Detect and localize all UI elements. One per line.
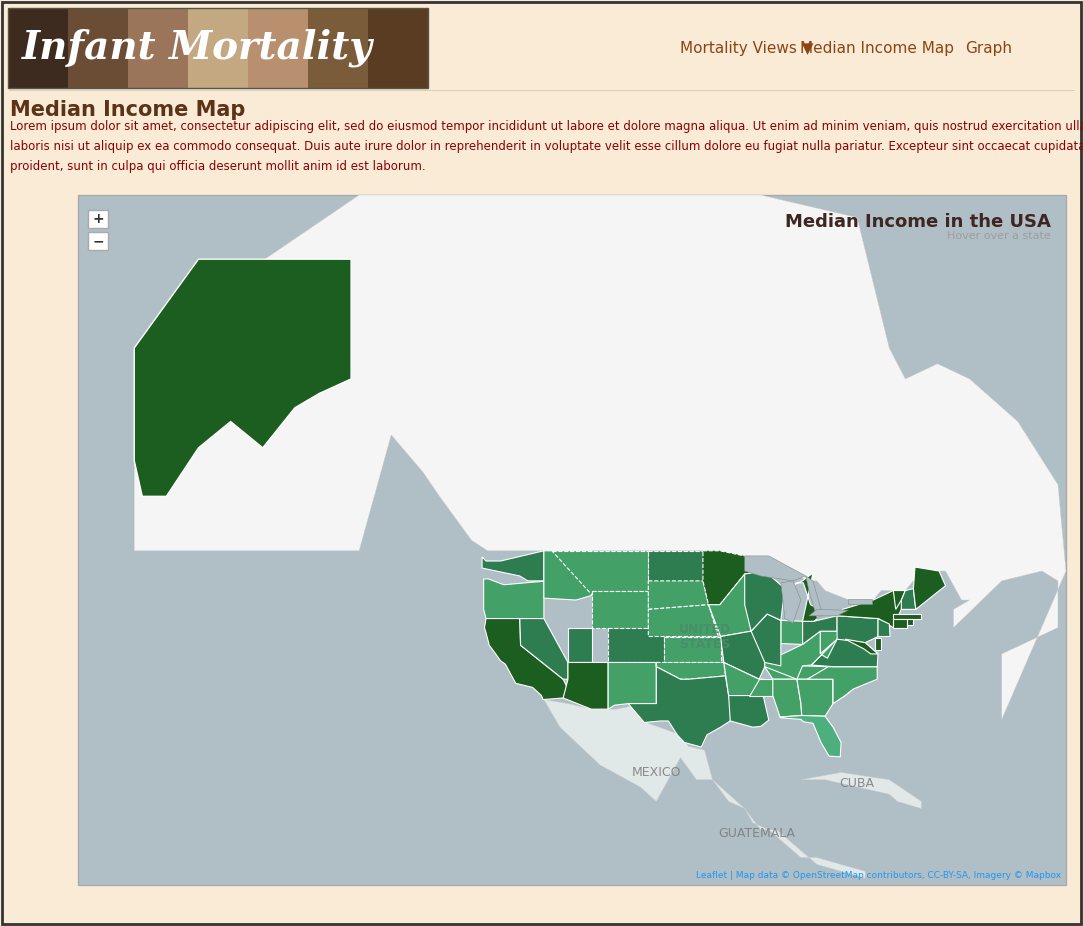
Polygon shape [664, 636, 720, 662]
Bar [8, 8, 68, 88]
Polygon shape [875, 638, 882, 650]
Polygon shape [745, 556, 806, 581]
Polygon shape [656, 662, 726, 679]
Text: Graph: Graph [965, 41, 1012, 56]
Polygon shape [893, 619, 906, 628]
Polygon shape [134, 259, 351, 496]
Polygon shape [833, 679, 853, 704]
Text: GUATEMALA: GUATEMALA [718, 827, 795, 840]
Polygon shape [729, 695, 769, 727]
Polygon shape [848, 599, 872, 604]
Bar [78, 195, 1066, 885]
Polygon shape [811, 639, 878, 667]
Polygon shape [520, 619, 567, 679]
Polygon shape [482, 551, 544, 581]
Bar [308, 8, 368, 88]
Bar [88, 232, 108, 250]
Polygon shape [803, 616, 837, 644]
Bar [188, 8, 248, 88]
Polygon shape [765, 662, 833, 679]
Text: Median Income Map: Median Income Map [10, 100, 246, 120]
Polygon shape [609, 628, 664, 662]
Polygon shape [781, 620, 803, 644]
Polygon shape [544, 551, 592, 600]
Bar [68, 8, 128, 88]
Text: Median Income in the USA: Median Income in the USA [785, 213, 1051, 231]
Polygon shape [592, 591, 649, 628]
Polygon shape [773, 679, 801, 717]
Bar [8, 8, 428, 88]
Polygon shape [781, 581, 801, 623]
Polygon shape [797, 679, 833, 716]
Text: Hover over a state: Hover over a state [948, 231, 1051, 241]
Bar [248, 8, 308, 88]
Polygon shape [806, 576, 825, 619]
Polygon shape [134, 195, 1066, 720]
Polygon shape [748, 679, 773, 695]
Polygon shape [723, 662, 764, 695]
Bar [88, 210, 108, 228]
Polygon shape [893, 591, 905, 609]
Polygon shape [893, 614, 922, 619]
Text: Mortality Views ▼: Mortality Views ▼ [680, 41, 813, 56]
Text: Lorem ipsum dolor sit amet, consectetur adipiscing elit, sed do eiusmod tempor i: Lorem ipsum dolor sit amet, consectetur … [10, 120, 1083, 173]
Polygon shape [878, 619, 890, 636]
Polygon shape [809, 609, 848, 616]
Text: Median Income Map: Median Income Map [800, 41, 954, 56]
Bar [128, 8, 188, 88]
Polygon shape [745, 571, 785, 632]
Polygon shape [765, 632, 837, 679]
Polygon shape [649, 605, 718, 636]
Text: Infant Mortality: Infant Mortality [22, 29, 373, 68]
Polygon shape [837, 616, 878, 643]
Polygon shape [720, 605, 765, 679]
Polygon shape [609, 662, 656, 709]
Polygon shape [484, 619, 567, 699]
Bar [368, 8, 428, 88]
Polygon shape [906, 619, 913, 625]
Polygon shape [484, 579, 548, 619]
Polygon shape [785, 573, 821, 621]
Polygon shape [901, 589, 916, 609]
Polygon shape [544, 699, 865, 878]
Polygon shape [649, 581, 708, 609]
Polygon shape [807, 667, 877, 704]
Polygon shape [567, 628, 592, 662]
Text: −: − [92, 234, 104, 248]
Polygon shape [820, 632, 860, 658]
Polygon shape [649, 551, 703, 581]
Polygon shape [780, 716, 841, 757]
Text: UNITED
STATES: UNITED STATES [678, 622, 731, 650]
Text: +: + [92, 212, 104, 226]
Polygon shape [708, 571, 765, 636]
Polygon shape [563, 662, 609, 709]
Polygon shape [552, 551, 649, 595]
Text: MEXICO: MEXICO [631, 766, 681, 779]
Polygon shape [703, 551, 765, 605]
Polygon shape [913, 567, 945, 609]
Polygon shape [628, 662, 733, 747]
Polygon shape [837, 591, 910, 628]
Text: Leaflet | Map data © OpenStreetMap contributors, CC-BY-SA, Imagery © Mapbox: Leaflet | Map data © OpenStreetMap contr… [696, 871, 1061, 880]
Text: CUBA: CUBA [839, 777, 875, 790]
Polygon shape [845, 639, 878, 654]
Polygon shape [801, 772, 922, 808]
Polygon shape [752, 614, 781, 666]
